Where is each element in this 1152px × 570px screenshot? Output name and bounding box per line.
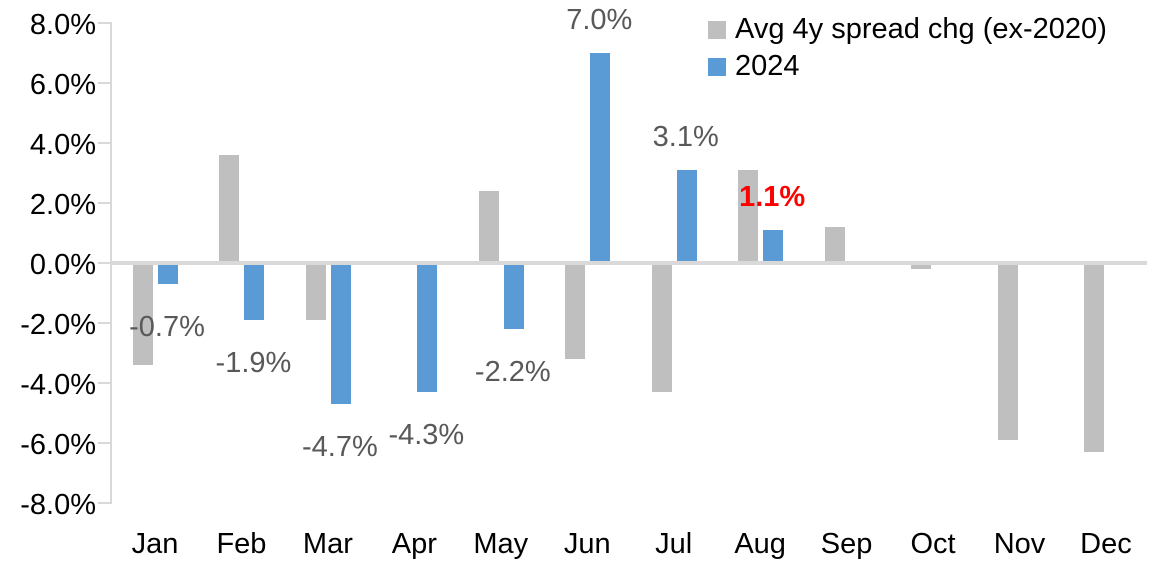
bar-2024-feb xyxy=(244,263,265,320)
y-tick-label--6.0%: -6.0% xyxy=(20,429,96,461)
y-tick-label-4.0%: 4.0% xyxy=(29,129,96,161)
data-label-feb: -1.9% xyxy=(215,347,292,379)
data-label-jul: 3.1% xyxy=(652,121,719,153)
bar-avg-4y-spread-chg-ex-2020--sep xyxy=(824,227,845,263)
y-axis-tick xyxy=(98,442,111,444)
legend-swatch-blue xyxy=(708,57,726,76)
x-tick-label-apr: Apr xyxy=(391,528,437,560)
x-tick-label-dec: Dec xyxy=(1080,528,1132,560)
bar-2024-mar xyxy=(330,263,351,404)
data-label-aug: 1.1% xyxy=(739,181,806,213)
bar-avg-4y-spread-chg-ex-2020--mar xyxy=(305,263,326,320)
legend-label-avg-4y-spread: Avg 4y spread chg (ex-2020) xyxy=(735,13,1107,45)
data-label-mar: -4.7% xyxy=(302,431,378,463)
x-tick-label-oct: Oct xyxy=(910,528,956,560)
bar-2024-jan xyxy=(158,263,178,284)
x-tick-label-may: May xyxy=(473,528,529,560)
y-tick-label-0.0%: 0.0% xyxy=(29,249,96,281)
bar-avg-4y-spread-chg-ex-2020--may xyxy=(478,191,499,263)
data-label-jan: -0.7% xyxy=(129,311,205,343)
y-tick-label--4.0%: -4.0% xyxy=(20,369,96,401)
data-label-apr: -4.3% xyxy=(388,419,465,451)
legend-item-avg-4y-spread: Avg 4y spread chg (ex-2020) xyxy=(708,11,1107,48)
bar-avg-4y-spread-chg-ex-2020--jul xyxy=(651,263,672,392)
y-axis-tick xyxy=(98,82,111,84)
bar-avg-4y-spread-chg-ex-2020--oct xyxy=(911,263,932,269)
y-axis-tick xyxy=(98,142,111,144)
legend-label-2024: 2024 xyxy=(735,50,800,82)
bar-avg-4y-spread-chg-ex-2020--aug xyxy=(738,170,759,263)
bar-avg-4y-spread-chg-ex-2020--jun xyxy=(565,263,586,359)
bar-2024-may xyxy=(503,263,524,329)
y-tick-label-6.0%: 6.0% xyxy=(29,69,96,101)
y-axis-tick xyxy=(98,202,111,204)
bar-avg-4y-spread-chg-ex-2020--jan xyxy=(133,263,153,365)
x-tick-label-jan: Jan xyxy=(131,528,179,560)
x-tick-label-feb: Feb xyxy=(216,528,267,560)
x-tick-label-aug: Aug xyxy=(734,528,786,560)
y-tick-label-8.0%: 8.0% xyxy=(29,9,96,41)
legend-swatch-gray xyxy=(708,20,726,39)
bar-2024-apr xyxy=(417,263,438,392)
bar-2024-jul xyxy=(676,170,697,263)
x-tick-label-sep: Sep xyxy=(820,528,873,560)
bar-avg-4y-spread-chg-ex-2020--nov xyxy=(997,263,1018,440)
bar-2024-aug xyxy=(763,230,784,263)
legend-item-2024: 2024 xyxy=(708,48,1107,85)
y-axis-tick xyxy=(98,502,111,504)
y-axis-tick xyxy=(98,262,111,264)
zero-axis-line xyxy=(110,261,1147,265)
y-tick-label-2.0%: 2.0% xyxy=(29,189,96,221)
bar-avg-4y-spread-chg-ex-2020--feb xyxy=(219,155,240,263)
bar-2024-jun xyxy=(590,53,611,263)
y-axis-tick xyxy=(98,382,111,384)
x-tick-label-nov: Nov xyxy=(993,528,1046,560)
x-tick-label-jun: Jun xyxy=(563,528,611,560)
y-tick-label--8.0%: -8.0% xyxy=(20,489,96,521)
y-axis-tick xyxy=(98,22,111,24)
y-tick-label--2.0%: -2.0% xyxy=(20,309,96,341)
data-label-jun: 7.0% xyxy=(566,4,633,36)
bar-avg-4y-spread-chg-ex-2020--dec xyxy=(1083,263,1104,452)
y-axis-tick xyxy=(98,322,111,324)
legend: Avg 4y spread chg (ex-2020) 2024 xyxy=(708,11,1107,85)
x-tick-label-jul: Jul xyxy=(655,528,693,560)
data-label-may: -2.2% xyxy=(474,356,551,388)
x-tick-label-mar: Mar xyxy=(302,528,353,560)
